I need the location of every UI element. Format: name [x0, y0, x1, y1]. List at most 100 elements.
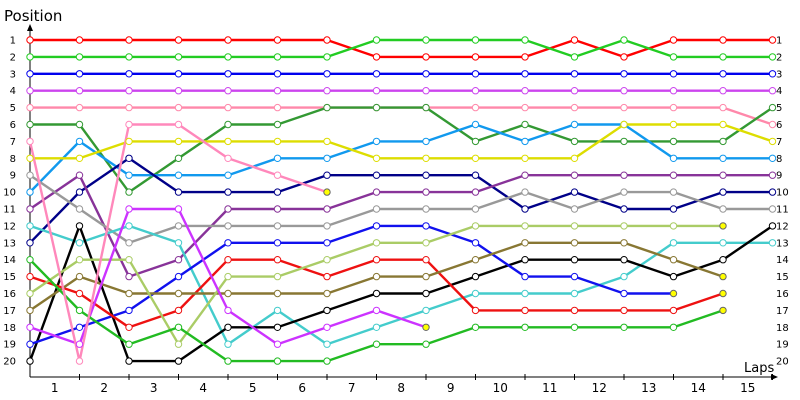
series-point [620, 188, 628, 196]
series-point [174, 239, 183, 247]
series-point [719, 87, 727, 95]
series-point [323, 87, 331, 95]
series-point [125, 340, 133, 348]
series-point [620, 272, 628, 281]
series-point [620, 205, 628, 213]
y-tick-label-right: 15 [776, 272, 789, 283]
series-point [273, 36, 282, 44]
series-point [471, 323, 480, 331]
series-point [224, 70, 232, 78]
series-point [273, 171, 282, 179]
series-point [125, 239, 133, 247]
series-point [719, 272, 727, 281]
series-point [224, 87, 232, 95]
series-point [323, 306, 331, 315]
series-point [669, 256, 678, 264]
series-point [125, 289, 133, 298]
x-tick-label: 4 [199, 381, 207, 395]
series-point [273, 340, 282, 348]
series-point [372, 239, 381, 247]
series-point [174, 137, 183, 146]
series-point [75, 239, 84, 247]
x-tick-label: 3 [150, 381, 158, 395]
series-point [224, 323, 232, 331]
series-point [26, 171, 34, 179]
series-point [323, 323, 331, 331]
series-point [26, 272, 34, 281]
series-point [323, 70, 331, 78]
series-point [75, 222, 84, 230]
series-point [75, 205, 84, 213]
series-point [768, 154, 777, 163]
series-point [174, 205, 183, 213]
series-point [620, 87, 628, 95]
series-point [75, 171, 84, 179]
series-point [224, 306, 232, 315]
series-point [372, 103, 381, 112]
y-tick-label-left: 8 [10, 154, 16, 165]
series-point [174, 171, 183, 179]
y-tick-label-right: 20 [776, 357, 789, 368]
series-point [372, 340, 381, 348]
series-line [28, 224, 774, 363]
series-point [224, 36, 232, 44]
series-point [471, 137, 480, 146]
series-point [125, 256, 133, 264]
series-point [521, 239, 529, 247]
series-point [26, 340, 34, 348]
series-point [768, 239, 777, 247]
series-point [422, 239, 430, 247]
series-point [273, 357, 282, 365]
y-tick-label-right: 8 [776, 154, 782, 165]
series-point [125, 357, 133, 365]
series-point [669, 306, 678, 315]
series-point [372, 53, 381, 61]
y-tick-label-right: 1 [776, 36, 782, 47]
series-point [719, 188, 727, 196]
series-point [323, 205, 331, 213]
series-point [620, 137, 628, 146]
series-point [669, 323, 678, 331]
series-point [422, 171, 430, 179]
series-point [323, 239, 331, 247]
series-point [669, 36, 678, 44]
series-point [768, 87, 777, 95]
series-point [75, 272, 84, 281]
x-tick-label: 8 [397, 381, 405, 395]
series-point [521, 323, 529, 331]
series-lines [28, 38, 774, 363]
series-point [471, 36, 480, 44]
series-point [26, 289, 34, 298]
series-point [422, 256, 430, 264]
series-point [174, 222, 183, 230]
x-tick-label: 10 [493, 381, 508, 395]
series-point [570, 306, 579, 315]
y-tick-label-left: 7 [10, 137, 16, 148]
series-point [719, 36, 727, 44]
series-point [372, 87, 381, 95]
series-point [768, 120, 777, 129]
series-point [372, 205, 381, 213]
series-point [273, 239, 282, 247]
series-point [174, 340, 183, 348]
series-point [372, 222, 381, 230]
series-line [29, 157, 773, 244]
series-point [719, 120, 727, 129]
series-point [323, 272, 331, 281]
series-point [719, 239, 727, 247]
series-point [422, 289, 430, 298]
series-point [768, 53, 777, 61]
series-point [323, 171, 331, 179]
series-point [570, 120, 579, 129]
series-point [26, 306, 34, 315]
series-point [719, 137, 727, 146]
series-point [323, 357, 331, 365]
series-point [620, 289, 628, 298]
series-point [75, 70, 84, 78]
series-point [669, 137, 678, 146]
y-tick-label-right: 14 [776, 255, 789, 266]
series-point [669, 239, 678, 247]
series-point [719, 103, 727, 112]
